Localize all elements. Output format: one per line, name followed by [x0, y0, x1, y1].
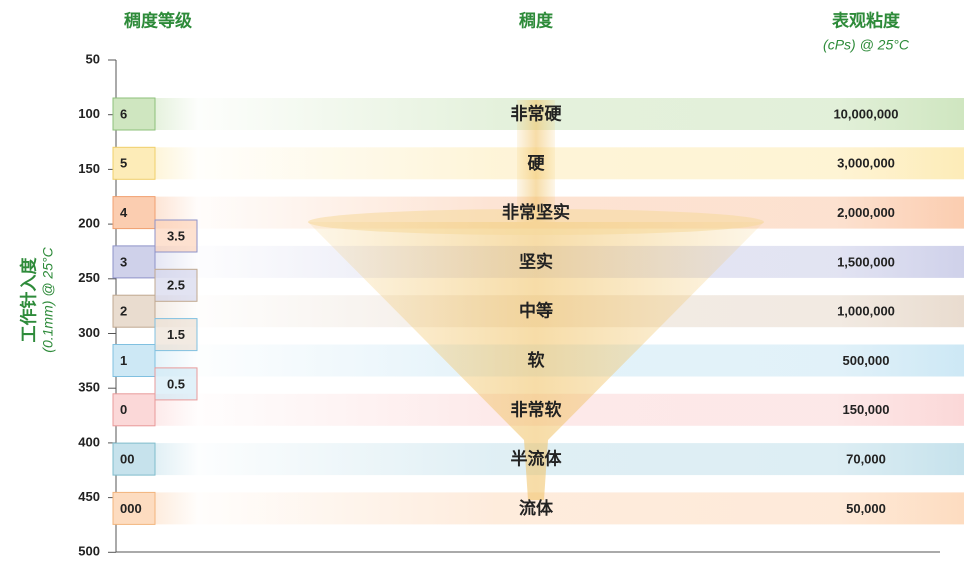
grade-label: 3: [120, 254, 127, 269]
consistency-label: 非常软: [511, 399, 562, 419]
viscosity-label: 3,000,000: [837, 156, 895, 171]
tick-label: 350: [78, 380, 100, 395]
tick-label: 50: [86, 51, 100, 66]
tick-label: 150: [78, 161, 100, 176]
tick-label: 300: [78, 325, 100, 340]
axis-title: 工作针入度: [18, 257, 38, 343]
consistency-label: 非常坚实: [502, 202, 570, 222]
consistency-label: 非常硬: [511, 103, 563, 123]
half-grade-label: 2.5: [167, 278, 185, 293]
grade-label: 0: [120, 402, 127, 417]
viscosity-unit: (cPs) @ 25°C: [823, 37, 910, 53]
consistency-label: 中等: [519, 301, 553, 321]
axis-unit: (0.1mm) @ 25°C: [40, 246, 56, 352]
tick-label: 500: [78, 544, 100, 559]
viscosity-label: 50,000: [846, 501, 886, 516]
consistency-label: 硬: [528, 154, 546, 173]
consistency-label: 流体: [519, 498, 554, 518]
viscosity-label: 70,000: [846, 452, 886, 467]
grade-label: 00: [120, 452, 134, 467]
page: 稠度等级 稠度 表观粘度 (cPs) @ 25°C 工作针入度 (0.1mm) …: [0, 0, 964, 561]
grade-label: 5: [120, 156, 127, 171]
viscosity-title: 表观粘度: [832, 10, 901, 30]
axis-title-group: 工作针入度 (0.1mm) @ 25°C: [18, 246, 55, 352]
tick-label: 450: [78, 489, 100, 504]
consistency-title: 稠度: [519, 10, 554, 30]
half-grade-label: 0.5: [167, 376, 185, 391]
tick-label: 250: [78, 270, 100, 285]
grade-label: 2: [120, 304, 127, 319]
tick-label: 100: [78, 106, 100, 121]
grade-label: 6: [120, 106, 127, 121]
grade-title: 稠度等级: [124, 10, 192, 30]
viscosity-label: 2,000,000: [837, 205, 895, 220]
viscosity-label: 10,000,000: [833, 106, 898, 121]
half-grade-label: 1.5: [167, 327, 185, 342]
consistency-label: 坚实: [519, 251, 553, 271]
tick-label: 400: [78, 434, 100, 449]
tick-label: 200: [78, 216, 100, 231]
diagram: 稠度等级 稠度 表观粘度 (cPs) @ 25°C 工作针入度 (0.1mm) …: [0, 0, 964, 561]
viscosity-label: 1,500,000: [837, 254, 895, 269]
grade-label: 4: [120, 205, 128, 220]
viscosity-label: 1,000,000: [837, 304, 895, 319]
consistency-label: 半流体: [511, 449, 563, 469]
half-grade-label: 3.5: [167, 228, 185, 243]
viscosity-label: 500,000: [843, 353, 890, 368]
consistency-label: 软: [528, 350, 545, 370]
grade-label: 1: [120, 353, 127, 368]
grade-label: 000: [120, 501, 142, 516]
viscosity-label: 150,000: [843, 402, 890, 417]
